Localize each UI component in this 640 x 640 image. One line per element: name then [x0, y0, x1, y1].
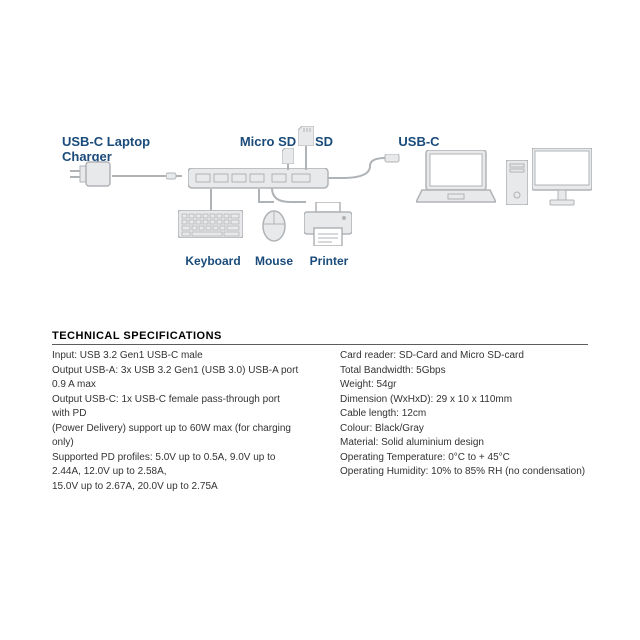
spec-line: Output USB-A: 3x USB 3.2 Gen1 (USB 3.0) …	[52, 364, 300, 393]
spec-line: (Power Delivery) support up to 60W max (…	[52, 422, 300, 451]
specs-left-col: Input: USB 3.2 Gen1 USB-C maleOutput USB…	[52, 349, 300, 494]
specs-right-col: Card reader: SD-Card and Micro SD-cardTo…	[340, 349, 588, 494]
spec-line: Operating Temperature: 0°C to + 45°C	[340, 451, 588, 466]
usbc-label: USB-C	[394, 134, 444, 149]
charger-plug-icon	[166, 170, 182, 182]
laptop-icon	[416, 150, 496, 205]
spec-line: Dimension (WxHxD): 29 x 10 x 110mm	[340, 393, 588, 408]
spec-line: Input: USB 3.2 Gen1 USB-C male	[52, 349, 300, 364]
mouse-icon	[262, 210, 286, 242]
hub-cable-icon	[340, 154, 400, 184]
connection-diagram: USB-C Laptop Charger Micro SD SD USB-C	[0, 0, 640, 310]
microsd-icon	[282, 148, 294, 164]
spec-line: Colour: Black/Gray	[340, 422, 588, 437]
spec-line: Material: Solid aluminium design	[340, 436, 588, 451]
sd-label: SD	[312, 134, 336, 149]
printer-label: Printer	[306, 254, 352, 268]
spec-line: Weight: 54gr	[340, 378, 588, 393]
spec-line: Operating Humidity: 10% to 85% RH (no co…	[340, 465, 588, 480]
microsd-label: Micro SD	[238, 134, 298, 149]
specs-title: TECHNICAL SPECIFICATIONS	[52, 330, 588, 345]
keyboard-label: Keyboard	[185, 254, 241, 268]
hub-icon	[188, 168, 343, 190]
spec-line: Output USB-C: 1x USB-C female pass-throu…	[52, 393, 300, 422]
spec-line: Total Bandwidth: 5Gbps	[340, 364, 588, 379]
desktop-tower-icon	[506, 160, 528, 205]
spec-line: Card reader: SD-Card and Micro SD-card	[340, 349, 588, 364]
spec-line: Supported PD profiles: 5.0V up to 0.5A, …	[52, 451, 300, 480]
specs-section: TECHNICAL SPECIFICATIONS Input: USB 3.2 …	[52, 330, 588, 494]
monitor-icon	[532, 148, 592, 206]
printer-icon	[304, 202, 352, 246]
mouse-label: Mouse	[254, 254, 294, 268]
printer-cable-icon	[270, 188, 310, 208]
spec-line: 15.0V up to 2.67A, 20.0V up to 2.75A	[52, 480, 300, 495]
keyboard-icon	[178, 210, 243, 238]
sd-icon	[298, 126, 314, 146]
spec-line: Cable length: 12cm	[340, 407, 588, 422]
